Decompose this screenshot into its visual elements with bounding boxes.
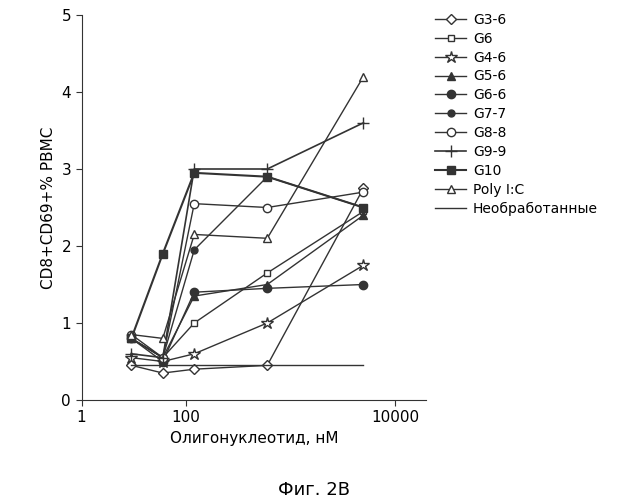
G3-6 bbox=[159, 370, 167, 376]
G9-9 bbox=[127, 351, 135, 357]
G10 bbox=[360, 204, 367, 210]
G4-6 bbox=[263, 320, 271, 326]
Line: Poly I:C: Poly I:C bbox=[127, 72, 367, 342]
G8-8 bbox=[360, 189, 367, 195]
G7-7 bbox=[263, 174, 271, 180]
Legend: G3-6, G6, G4-6, G5-6, G6-6, G7-7, G8-8, G9-9, G10, Poly I:C, Необработанные: G3-6, G6, G4-6, G5-6, G6-6, G7-7, G8-8, … bbox=[430, 8, 603, 221]
G8-8 bbox=[159, 354, 167, 360]
G7-7 bbox=[360, 204, 367, 210]
G4-6 bbox=[191, 351, 198, 357]
G7-7 bbox=[159, 354, 167, 360]
G3-6 bbox=[127, 362, 135, 368]
Line: G4-6: G4-6 bbox=[125, 259, 370, 368]
Poly I:C bbox=[263, 236, 271, 242]
G9-9 bbox=[159, 354, 167, 360]
G4-6 bbox=[159, 358, 167, 364]
Line: G6: G6 bbox=[128, 208, 367, 361]
G9-9 bbox=[263, 166, 271, 172]
G3-6 bbox=[191, 366, 198, 372]
G4-6 bbox=[360, 262, 367, 268]
G9-9 bbox=[360, 120, 367, 126]
G8-8 bbox=[191, 200, 198, 206]
G10 bbox=[191, 170, 198, 176]
G4-6 bbox=[127, 354, 135, 360]
G6 bbox=[191, 320, 198, 326]
G6-6 bbox=[127, 336, 135, 342]
G6-6 bbox=[159, 358, 167, 364]
G5-6 bbox=[263, 282, 271, 288]
Line: G6-6: G6-6 bbox=[127, 280, 367, 366]
G3-6 bbox=[360, 185, 367, 191]
G6-6 bbox=[360, 282, 367, 288]
Необработанные bbox=[360, 362, 367, 368]
Line: G7-7: G7-7 bbox=[128, 173, 367, 361]
G5-6 bbox=[191, 293, 198, 299]
G5-6 bbox=[360, 212, 367, 218]
G10 bbox=[127, 336, 135, 342]
G5-6 bbox=[127, 336, 135, 342]
G6-6 bbox=[263, 286, 271, 292]
Необработанные bbox=[127, 362, 135, 368]
G6-6 bbox=[191, 289, 198, 295]
G3-6 bbox=[263, 362, 271, 368]
G10 bbox=[159, 250, 167, 256]
Line: G9-9: G9-9 bbox=[125, 116, 370, 364]
G7-7 bbox=[127, 336, 135, 342]
G7-7 bbox=[191, 247, 198, 253]
Text: Фиг. 2B: Фиг. 2B bbox=[278, 481, 349, 499]
G6 bbox=[159, 354, 167, 360]
Poly I:C bbox=[360, 74, 367, 80]
G9-9 bbox=[191, 166, 198, 172]
Line: G10: G10 bbox=[127, 168, 367, 342]
G8-8 bbox=[127, 332, 135, 338]
G8-8 bbox=[263, 204, 271, 210]
G10 bbox=[263, 174, 271, 180]
Poly I:C bbox=[191, 232, 198, 237]
G6 bbox=[263, 270, 271, 276]
G6 bbox=[127, 336, 135, 342]
Poly I:C bbox=[127, 332, 135, 338]
X-axis label: Олигонуклеотид, нМ: Олигонуклеотид, нМ bbox=[170, 431, 338, 446]
G6 bbox=[360, 208, 367, 214]
Y-axis label: CD8+CD69+% PBMC: CD8+CD69+% PBMC bbox=[41, 126, 56, 288]
Line: G8-8: G8-8 bbox=[127, 188, 367, 362]
Poly I:C bbox=[159, 336, 167, 342]
Line: G5-6: G5-6 bbox=[127, 211, 367, 362]
Line: G3-6: G3-6 bbox=[128, 185, 367, 376]
G5-6 bbox=[159, 354, 167, 360]
